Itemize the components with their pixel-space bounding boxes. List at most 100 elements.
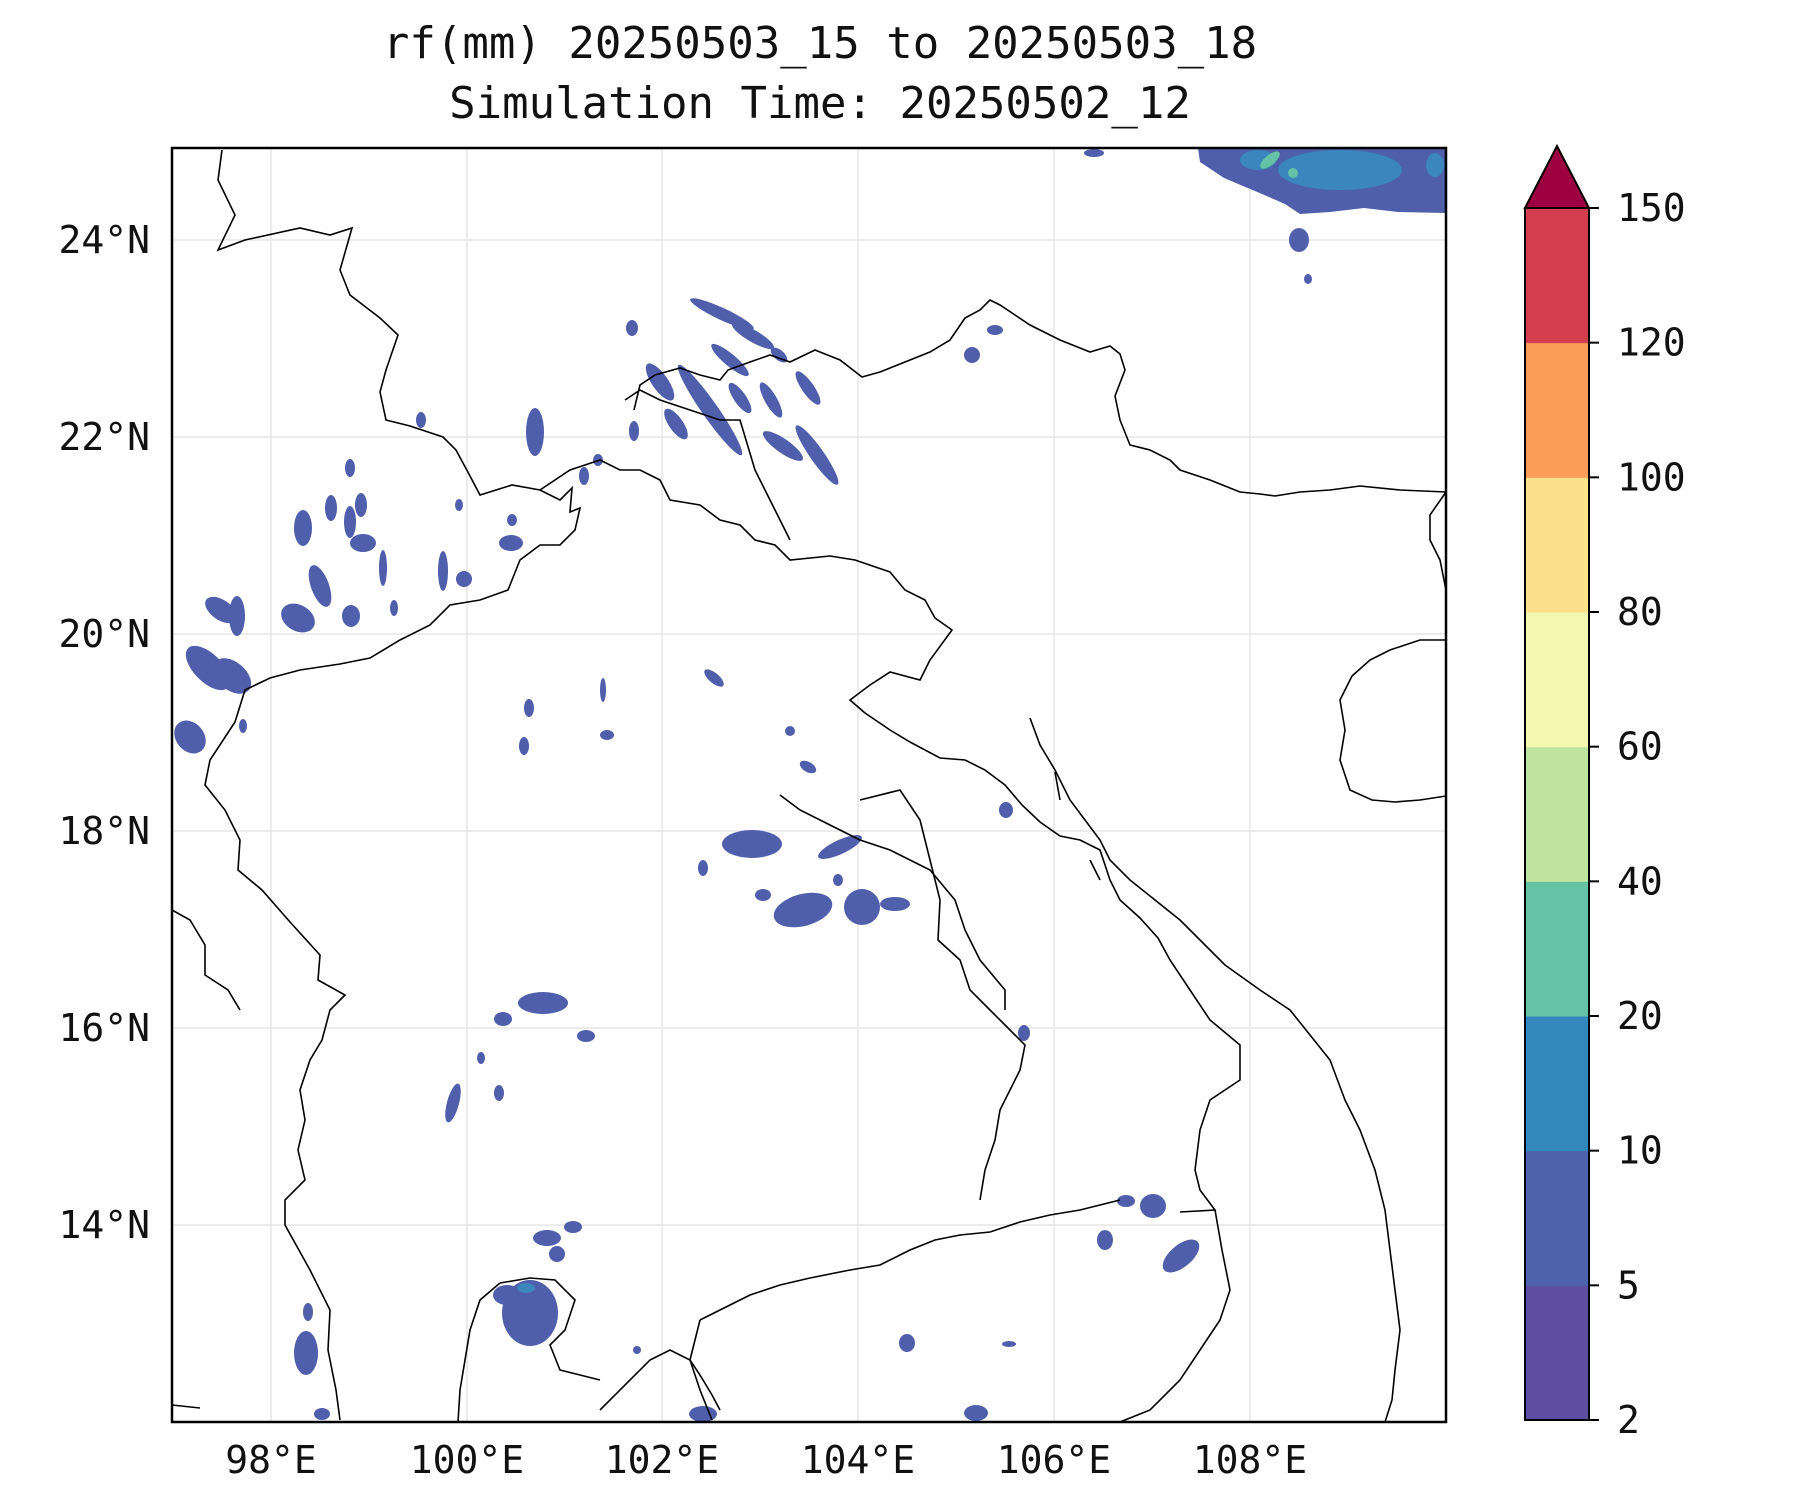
rain-patch [987,325,1003,335]
border-line [699,1199,1121,1321]
border-line [624,389,791,541]
colorbar-tick-label: 120 [1617,321,1686,365]
rain-patch [1304,274,1312,284]
colorbar-tick-label: 20 [1617,994,1663,1038]
rain-patch [526,408,544,456]
rain-patch [626,320,638,336]
rain-patch [880,897,910,911]
rain-patch [455,499,463,511]
border-line [1119,1209,1231,1423]
rain-patch [494,1012,512,1026]
rain-patch [345,459,355,477]
border-line [1029,717,1401,1423]
rain-patch [212,658,252,694]
colorbar-tick-label: 10 [1617,1129,1663,1173]
rain-patch [294,510,312,546]
lon-tick-labels: 98°E 100°E 102°E 104°E 106°E 108°E [225,1438,1307,1482]
colorbar-tick-label: 60 [1617,725,1663,769]
lat-tick-label: 18°N [58,809,150,853]
rain-patch [964,1405,988,1421]
colorbar-tick-label: 40 [1617,859,1663,903]
coastlines-borders [171,149,1447,1423]
rain-patch [445,1083,461,1123]
border-line [599,1349,721,1411]
lon-tick-label: 98°E [225,1438,317,1482]
colorbar: 2 5 10 20 40 60 80 100 120 150 [1523,143,1686,1442]
rain-patch [759,382,783,418]
rain-patch [519,737,529,755]
rain-patch [785,726,795,736]
rain-patch [1426,153,1444,177]
border-line [171,909,241,1011]
rain-patch [1140,1194,1166,1218]
colorbar-bin [1525,477,1589,613]
rain-patch [1278,150,1402,190]
rain-patch [1002,1341,1016,1347]
rain-patch [549,1246,565,1262]
border-line [864,712,1241,1213]
lat-tick-label: 24°N [58,218,150,262]
colorbar-tick-label: 80 [1617,590,1663,634]
rain-patch [689,1406,717,1422]
gridlines [172,148,1446,1422]
rain-patch [964,347,980,363]
border-line [1429,491,1447,591]
border-line [539,459,954,714]
rain-patch [704,669,724,687]
lat-tick-labels: 24°N 22°N 20°N 18°N 16°N 14°N [58,218,150,1247]
border-line [633,299,1447,497]
rain-patch [1289,228,1309,252]
rain-patch [355,493,367,517]
rain-patch [281,603,315,633]
rain-patch [645,363,675,401]
border-line [1339,639,1447,803]
map-title-line2: Simulation Time: 20250502_12 [449,78,1191,129]
rain-patch [564,1221,582,1233]
colorbar-bin [1525,342,1589,478]
rain-patch [770,347,788,363]
rain-patch [314,1408,330,1420]
rainfall-patches-intense [1260,151,1298,178]
rain-patch [690,298,754,330]
rain-patch [600,678,606,702]
rain-patch [722,830,782,858]
rain-patch [1097,1230,1113,1250]
colorbar-tick-label: 2 [1617,1398,1640,1442]
rain-patch [999,802,1013,818]
border-line [499,1277,601,1381]
rain-patch [1117,1195,1135,1207]
colorbar-bin [1525,612,1589,748]
lat-tick-label: 14°N [58,1203,150,1247]
colorbar-bin [1525,1016,1589,1152]
border-line [689,1319,713,1421]
rain-patch [799,760,817,774]
rain-patch [344,506,356,538]
rain-patch [493,1285,521,1305]
rain-patch [350,534,376,552]
rain-patch [633,1346,641,1354]
rain-patch [833,874,843,886]
border-line [859,789,1026,1201]
rain-patch [728,382,752,414]
map-frame [170,146,1448,1424]
rain-patch [524,699,534,717]
border-line [779,794,1006,1010]
rain-patch [477,1052,485,1064]
rain-patch [517,1283,535,1293]
colorbar-extend-arrow [1523,143,1591,209]
map-title-line1: rf(mm) 20250503_15 to 20250503_18 [382,18,1258,69]
colorbar-bin [1525,881,1589,1017]
colorbar-outline [1524,207,1590,1421]
rain-patch [342,605,360,627]
rain-patch [518,992,568,1014]
lon-tick-label: 100°E [410,1438,524,1482]
rain-patch [174,720,206,754]
rain-patch [303,1303,313,1321]
colorbar-tick-label: 100 [1617,455,1686,499]
rain-patch [577,1030,595,1042]
rain-patch [773,892,833,928]
rain-patch [416,412,426,428]
colorbar-bin [1525,1150,1589,1286]
border-line [171,1404,201,1409]
rain-patch [818,835,862,859]
